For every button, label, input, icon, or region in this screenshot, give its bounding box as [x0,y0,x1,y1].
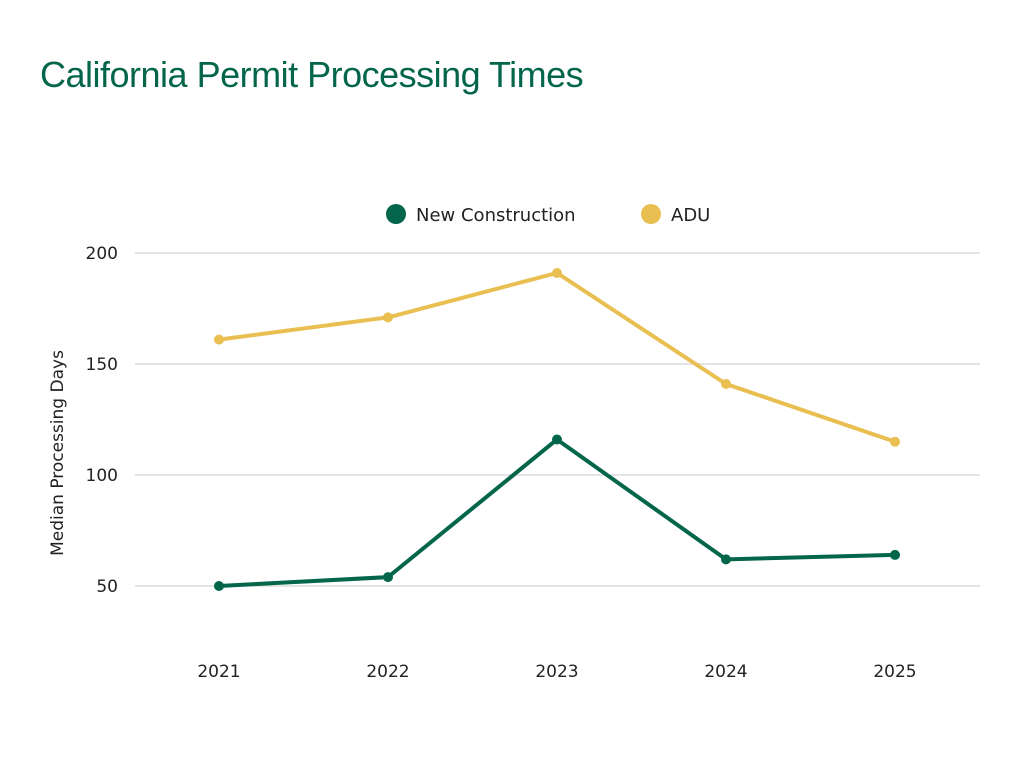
series-line [218,437,896,588]
legend-marker [641,204,661,224]
y-tick-label: 200 [86,244,118,264]
y-tick-label: 150 [86,355,118,375]
x-tick-label: 2023 [535,662,578,682]
gridlines [135,252,980,587]
series-adu [214,267,900,447]
y-axis-ticks: 50 100 150 200 [86,244,118,597]
legend-marker [386,204,406,224]
data-point [890,436,900,447]
data-point [214,581,224,591]
series [214,267,900,591]
data-point [214,334,224,345]
data-point [383,312,393,323]
data-point [552,267,562,278]
chart-title: California Permit Processing Times [40,54,584,95]
y-tick-label: 50 [96,577,118,597]
data-point [721,378,731,389]
series-line [218,270,896,444]
x-tick-label: 2022 [366,662,409,682]
data-point [721,554,731,565]
legend: New Construction ADU [386,204,710,226]
data-point [552,434,562,445]
x-tick-label: 2021 [197,662,240,682]
legend-label: New Construction [416,205,576,226]
data-point [383,572,393,583]
series-new-construction [214,434,900,591]
y-tick-label: 100 [86,466,118,486]
x-tick-label: 2025 [873,662,916,682]
legend-label: ADU [671,205,710,226]
x-tick-label: 2024 [704,662,747,682]
data-point [890,549,900,560]
x-axis-ticks: 2021 2022 2023 2024 2025 [197,662,916,682]
y-axis-label: Median Processing Days [48,350,68,556]
